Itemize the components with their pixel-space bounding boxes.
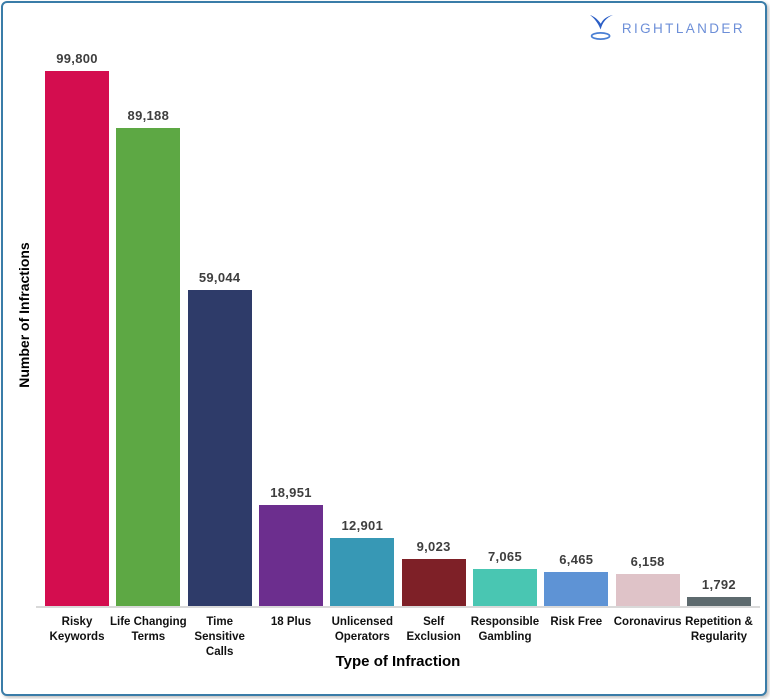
bar [686, 597, 751, 607]
category-label: Repetition & Regularity [685, 616, 753, 643]
bar [472, 569, 537, 607]
bar [330, 538, 395, 607]
bar-value-label: 7,065 [487, 549, 522, 564]
rightlander-bird-icon [589, 15, 613, 40]
category-label: Risk Free [550, 616, 603, 628]
category-label: 18 Plus [270, 616, 312, 628]
bar [615, 574, 680, 607]
y-axis-title: Number of Infractions [16, 242, 32, 388]
plot-area: 99,800 Risky Keywords 89,188 Life Changing … [36, 47, 760, 658]
category-label: Unlicensed Operators [331, 616, 393, 643]
x-axis-line [36, 606, 760, 608]
bar-column: 18,951 18 Plus [258, 47, 323, 628]
bar-column: 6,158 Coronavirus [614, 47, 682, 628]
bar-column: 99,800 Risky Keywords [45, 47, 109, 643]
bar-column: 7,065 Responsible Gambling [471, 47, 539, 643]
bar-column: 89,188 Life Changing Terms [110, 47, 187, 643]
bar [401, 559, 466, 607]
bar [187, 290, 252, 607]
bar-value-label: 9,023 [416, 539, 451, 554]
bar [258, 505, 323, 607]
bar-value-label: 12,901 [341, 518, 384, 533]
category-label: Responsible Gambling [470, 616, 540, 643]
category-label: Risky Keywords [49, 616, 105, 643]
bar-value-label: 6,158 [630, 554, 665, 569]
bar-column: 9,023 Self Exclusion [401, 47, 466, 643]
bar-value-label: 1,792 [701, 577, 736, 592]
bar-column: 59,044 Time Sensitive Calls [187, 47, 252, 658]
bar [45, 71, 109, 607]
category-label: Self Exclusion [406, 616, 461, 643]
bar-value-label: 99,800 [56, 51, 98, 66]
category-label: Coronavirus [613, 616, 682, 628]
category-label: Life Changing Terms [109, 616, 187, 643]
bars-container: 99,800 Risky Keywords 89,188 Life Changing … [45, 47, 753, 658]
bar-column: 1,792 Repetition & Regularity [685, 47, 753, 643]
bar [544, 572, 609, 607]
bar-value-label: 6,465 [559, 552, 594, 567]
logo: RIGHTLANDER [587, 14, 745, 42]
category-label: Time Sensitive Calls [194, 616, 245, 658]
bar-value-label: 89,188 [127, 108, 170, 123]
x-axis-title: Type of Infraction [335, 653, 461, 670]
bar-value-label: 59,044 [198, 270, 241, 285]
bar-column: 6,465 Risk Free [544, 47, 609, 628]
bar [116, 128, 181, 607]
bar-value-label: 18,951 [270, 485, 312, 500]
bar-column: 12,901 Unlicensed Operators [330, 47, 395, 643]
logo-text: RIGHTLANDER [621, 20, 745, 36]
